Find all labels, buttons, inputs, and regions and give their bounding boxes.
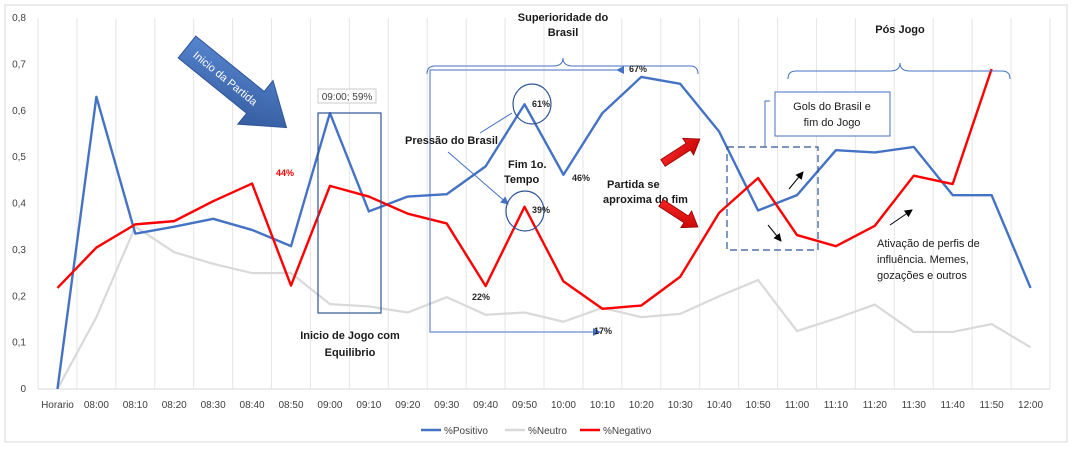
black-arrow-2 xyxy=(767,224,782,242)
x-tick-label: 11:30 xyxy=(902,400,927,411)
y-tick-label: 0,1 xyxy=(12,338,26,349)
data-label-46: 46% xyxy=(572,173,590,183)
x-tick-label: 08:40 xyxy=(240,400,265,411)
inicio-jogo-box xyxy=(317,112,382,314)
data-label-67: 67% xyxy=(629,64,647,74)
x-tick-label: 10:30 xyxy=(668,400,693,411)
data-label-39: 39% xyxy=(532,205,550,215)
gols-dashed-box xyxy=(726,146,819,251)
x-tick-label: 08:20 xyxy=(162,400,187,411)
x-tick-label: Horario xyxy=(41,400,74,411)
gols-callout-line xyxy=(764,100,770,147)
chart-border xyxy=(4,4,1068,443)
x-tick-label: 09:50 xyxy=(512,400,537,411)
pressao-connector xyxy=(479,112,513,134)
y-tick-label: 0,4 xyxy=(12,199,26,210)
data-label-61: 61% xyxy=(532,99,550,109)
fim-tempo-label-1: Fim 1o. xyxy=(508,159,547,171)
pressao-label: Pressão do Brasil xyxy=(405,135,498,147)
pos-jogo-label: Pós Jogo xyxy=(875,24,925,36)
gols-label-1: Gols do Brasil e xyxy=(793,101,871,113)
x-tick-label: 09:00 xyxy=(317,400,342,411)
pressao-circle xyxy=(512,83,552,125)
x-tick-label: 08:50 xyxy=(278,400,303,411)
x-tick-label: 11:40 xyxy=(941,400,966,411)
data-label-0900: 09:00; 59% xyxy=(322,92,373,103)
y-tick-label: 0,5 xyxy=(12,152,26,163)
x-tick-label: 08:00 xyxy=(84,400,109,411)
y-tick-label: 0,2 xyxy=(12,291,26,302)
ativacao-label-2: influência. Memes, xyxy=(877,254,969,266)
data-label-22: 22% xyxy=(472,292,490,302)
x-tick-label: 09:40 xyxy=(473,400,498,411)
y-tick-label: 0 xyxy=(20,384,26,395)
x-tick-label: 10:10 xyxy=(590,400,615,411)
x-tick-label: 10:00 xyxy=(551,400,576,411)
x-tick-label: 10:40 xyxy=(707,400,732,411)
series-lines xyxy=(56,68,1032,390)
series-line-neutro xyxy=(56,225,1032,390)
data-label-17: 17% xyxy=(594,326,612,336)
y-tick-label: 0,6 xyxy=(12,106,26,117)
red-arrow-lower xyxy=(658,199,699,229)
superioridade-label-1: Superioridade do xyxy=(518,12,609,24)
x-tick-label: 11:50 xyxy=(979,400,1004,411)
x-tick-label: 11:20 xyxy=(863,400,888,411)
y-axis-ticks: 0 0,1 0,2 0,3 0,4 0,5 0,6 0,7 0,8 xyxy=(12,13,26,395)
superioridade-label-2: Brasil xyxy=(548,27,579,39)
x-tick-label: 09:30 xyxy=(434,400,459,411)
gols-callout-box xyxy=(774,91,891,137)
y-tick-label: 0,3 xyxy=(12,245,26,256)
legend: %Positivo %Neutro %Negativo xyxy=(421,426,652,437)
pressao-arrow-2 xyxy=(447,151,509,205)
pos-jogo-bracket xyxy=(787,62,1011,80)
x-tick-label: 11:00 xyxy=(785,400,810,411)
ativacao-label-1: Ativação de perfis de xyxy=(877,238,980,250)
x-tick-label: 09:20 xyxy=(395,400,420,411)
partida-fim-label-2: aproxima do fim xyxy=(603,194,688,206)
label-box-0900 xyxy=(317,88,377,104)
x-tick-label: 11:10 xyxy=(824,400,849,411)
black-arrow-3 xyxy=(889,209,913,226)
black-arrow-1 xyxy=(788,171,804,190)
gols-label-2: fim do Jogo xyxy=(804,117,861,129)
inicio-jogo-label-2: Equilibrio xyxy=(325,347,376,359)
y-tick-label: 0,7 xyxy=(12,59,26,70)
x-tick-label: 12:00 xyxy=(1018,400,1043,411)
y-tick-label: 0,8 xyxy=(12,13,26,24)
x-tick-label: 10:50 xyxy=(746,400,771,411)
x-tick-label: 10:20 xyxy=(629,400,654,411)
x-axis-ticks: Horario 08:00 08:10 08:20 08:30 08:40 08:50 09:… xyxy=(41,400,1043,411)
x-tick-label: 08:10 xyxy=(123,400,148,411)
superioridade-connector xyxy=(429,66,624,336)
data-label-44: 44% xyxy=(276,168,294,178)
fim-tempo-circle xyxy=(505,190,545,232)
red-arrow-upper xyxy=(660,137,701,167)
legend-label-positivo: %Positivo xyxy=(444,426,488,437)
inicio-jogo-label-1: Inicio de Jogo com xyxy=(300,330,400,342)
ativacao-label-3: gozações e outros xyxy=(877,270,967,282)
series-line-negativo xyxy=(56,68,993,310)
series-line-positivo xyxy=(56,75,1032,390)
fim-tempo-label-2: Tempo xyxy=(504,174,540,186)
superioridade-bracket xyxy=(426,57,699,75)
x-tick-label: 09:10 xyxy=(356,400,381,411)
legend-label-neutro: %Neutro xyxy=(528,426,567,437)
x-tick-label: 08:30 xyxy=(201,400,226,411)
legend-label-negativo: %Negativo xyxy=(603,426,652,437)
partida-fim-label-1: Partida se xyxy=(607,179,660,191)
